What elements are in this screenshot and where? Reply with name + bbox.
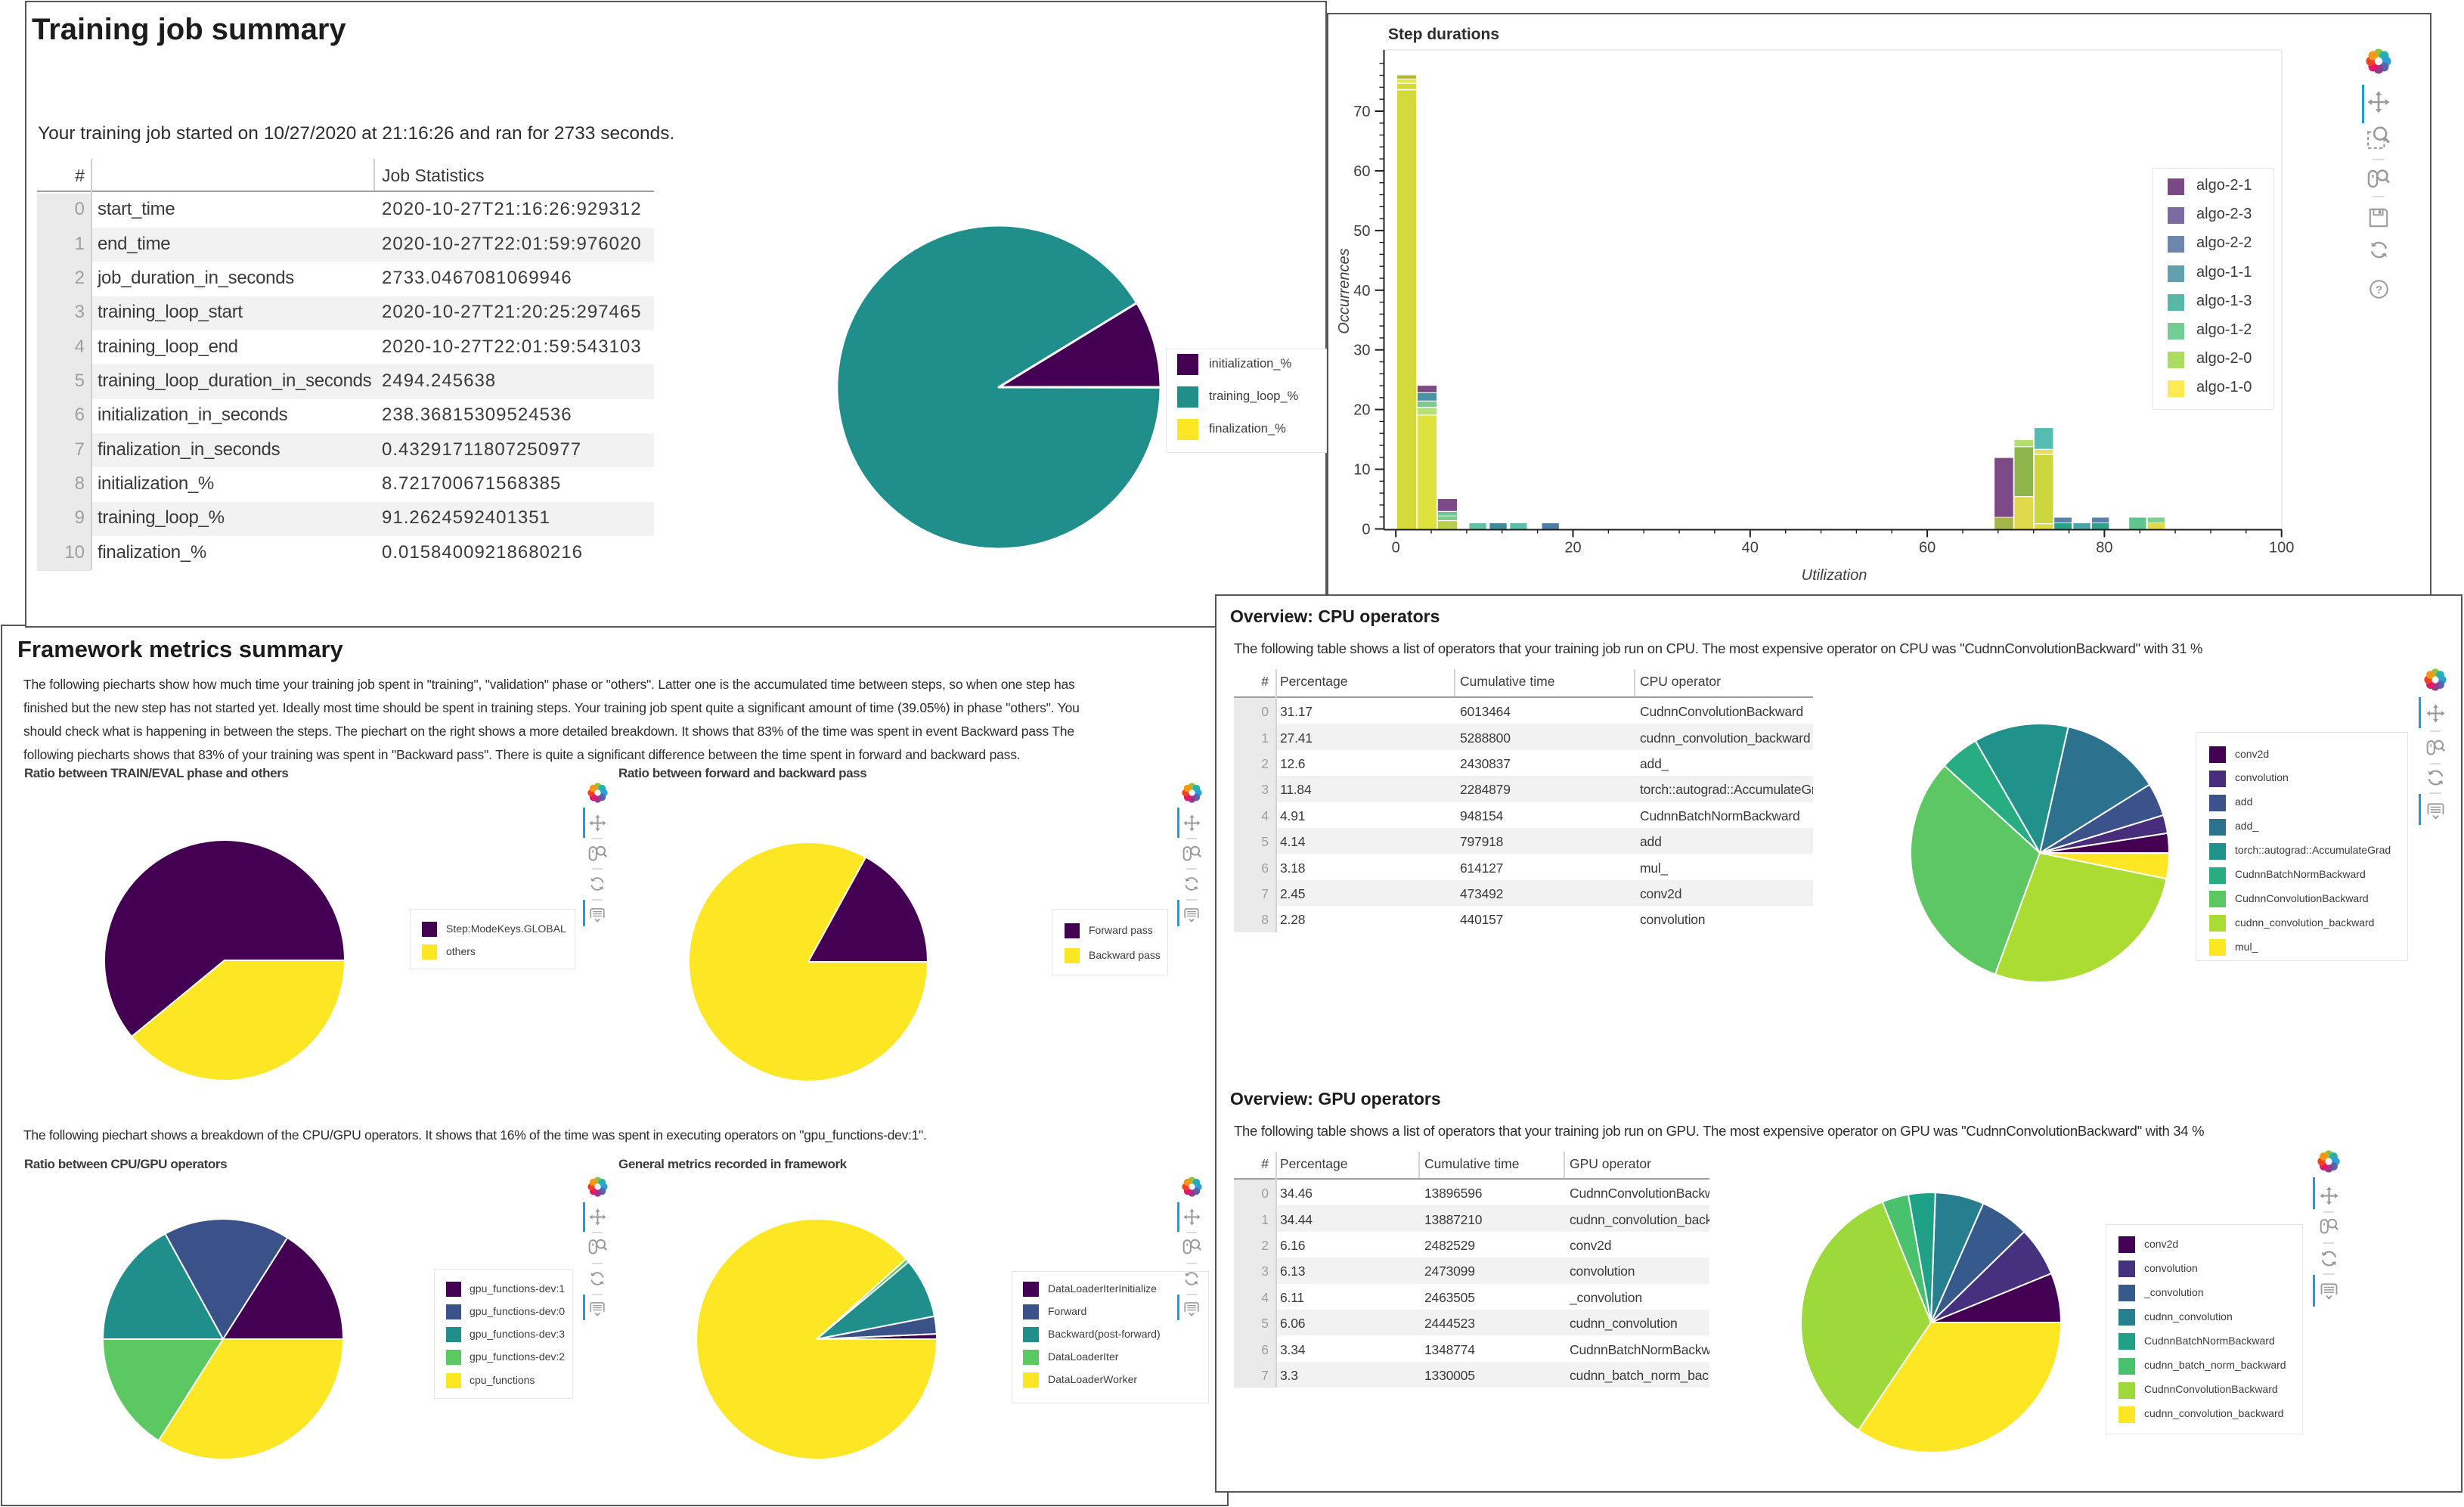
svg-text:10: 10 bbox=[1353, 462, 1370, 479]
svg-text:60: 60 bbox=[1919, 540, 1936, 557]
svg-text:50: 50 bbox=[1353, 223, 1370, 240]
svg-text:?: ? bbox=[2376, 284, 2382, 296]
svg-text:70: 70 bbox=[1353, 104, 1370, 120]
svg-text:0: 0 bbox=[1392, 540, 1400, 557]
svg-text:0: 0 bbox=[1362, 522, 1370, 538]
svg-text:40: 40 bbox=[1353, 283, 1370, 299]
svg-text:80: 80 bbox=[2096, 540, 2112, 557]
svg-text:40: 40 bbox=[1742, 540, 1759, 557]
svg-text:30: 30 bbox=[1353, 343, 1370, 359]
svg-text:Utilization: Utilization bbox=[1802, 567, 1867, 584]
svg-text:60: 60 bbox=[1353, 163, 1370, 180]
svg-text:20: 20 bbox=[1564, 540, 1581, 557]
svg-text:20: 20 bbox=[1353, 402, 1370, 419]
svg-text:Occurrences: Occurrences bbox=[1336, 248, 1353, 333]
svg-text:100: 100 bbox=[2269, 540, 2294, 557]
